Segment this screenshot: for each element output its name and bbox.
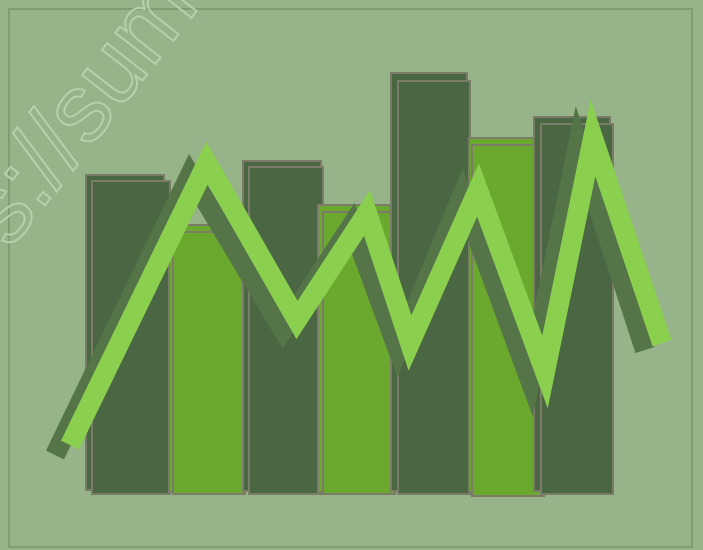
bars-group — [85, 72, 614, 497]
zigzag-line — [61, 99, 672, 450]
zigzag-line-shadow — [45, 105, 655, 460]
bar-2 — [168, 224, 246, 495]
